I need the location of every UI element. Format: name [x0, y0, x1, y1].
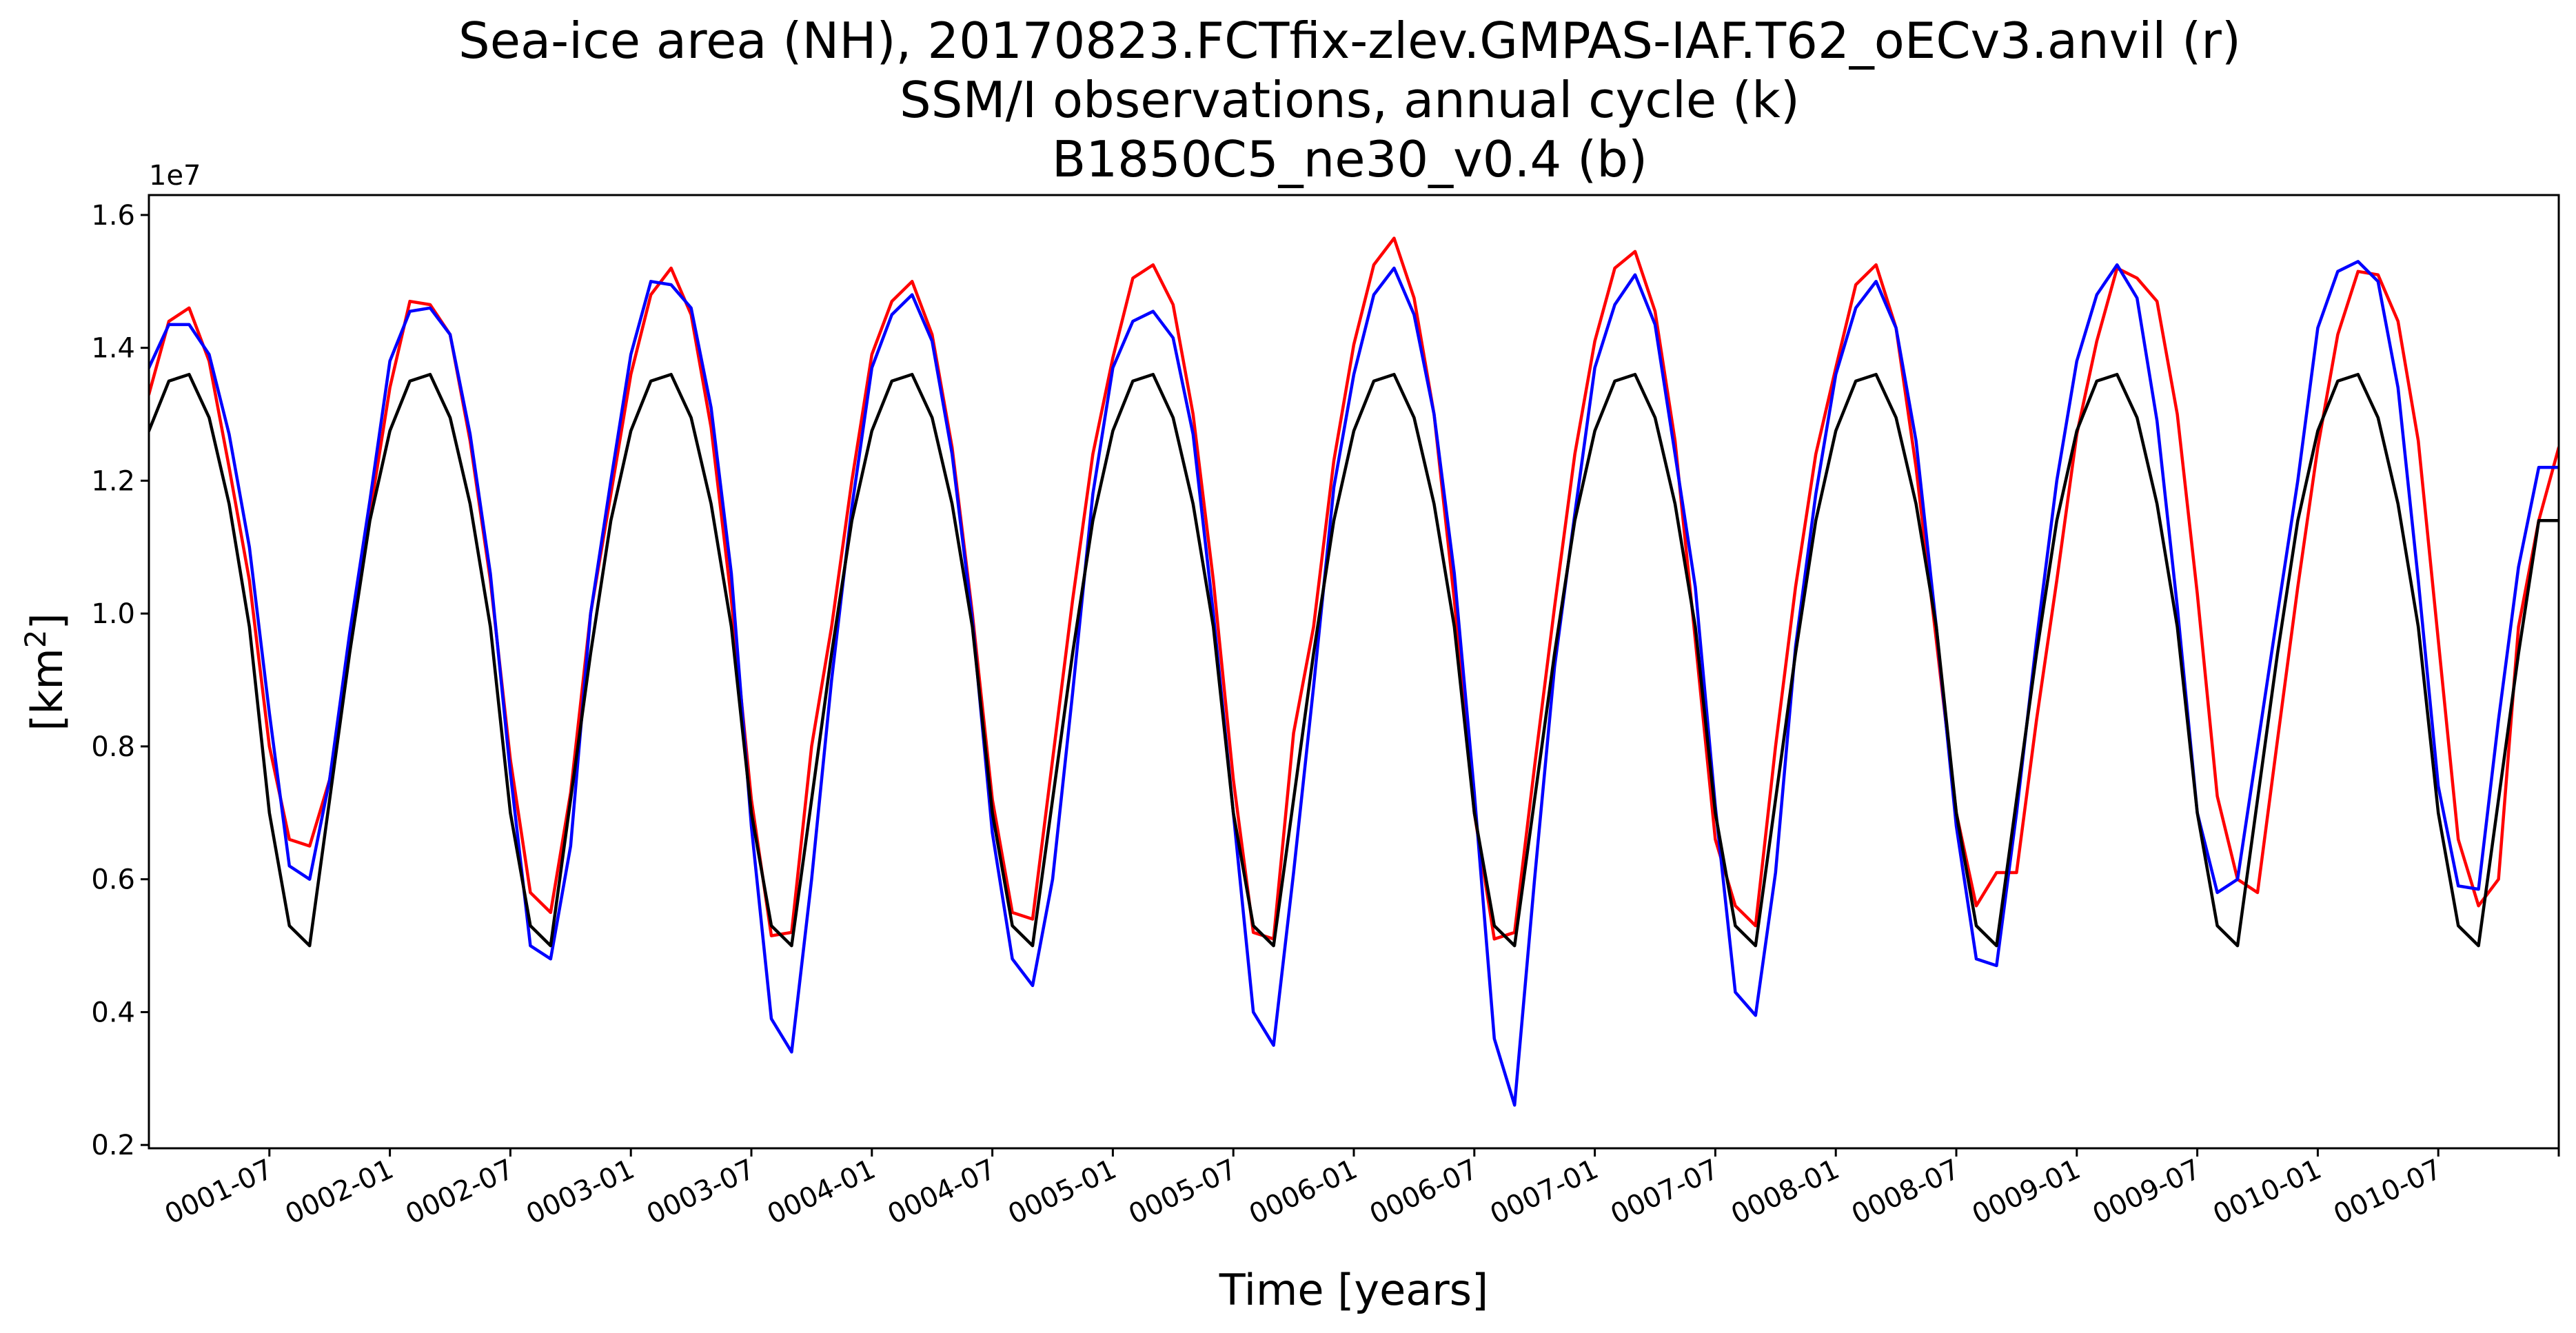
- chart-title-line-1: Sea-ice area (NH), 20170823.FCTfix-zlev.…: [458, 12, 2241, 70]
- y-axis-label: [km2]: [19, 613, 73, 731]
- y-tick-label: 0.2: [91, 1130, 135, 1161]
- y-offset-label: 1e7: [149, 160, 201, 192]
- x-axis-label: Time [years]: [1219, 1265, 1488, 1315]
- y-tick-label: 0.6: [91, 864, 135, 896]
- y-tick-label: 0.8: [91, 731, 135, 763]
- chart-title-line-2: SSM/I observations, annual cycle (k): [900, 71, 1800, 129]
- y-axis: 0.2 0.4 0.6 0.8 1.0 1.2 1.4 1.6: [91, 200, 149, 1161]
- y-tick-label: 1.4: [91, 333, 135, 365]
- y-tick-label: 1.6: [91, 200, 135, 232]
- y-axis-label-main: [km: [22, 648, 72, 731]
- y-tick-label: 1.0: [91, 598, 135, 630]
- y-axis-label-superscript: 2: [19, 629, 52, 648]
- series-line-1: [149, 260, 2559, 1107]
- series-line-0: [149, 236, 2559, 941]
- y-tick-label: 0.4: [91, 997, 135, 1028]
- chart-title-line-3: B1850C5_ne30_v0.4 (b): [1052, 130, 1647, 188]
- y-tick-label: 1.2: [91, 465, 135, 497]
- series-line-2: [149, 372, 2559, 948]
- series-layer: [149, 236, 2559, 1107]
- y-axis-label-tail: ]: [22, 613, 72, 629]
